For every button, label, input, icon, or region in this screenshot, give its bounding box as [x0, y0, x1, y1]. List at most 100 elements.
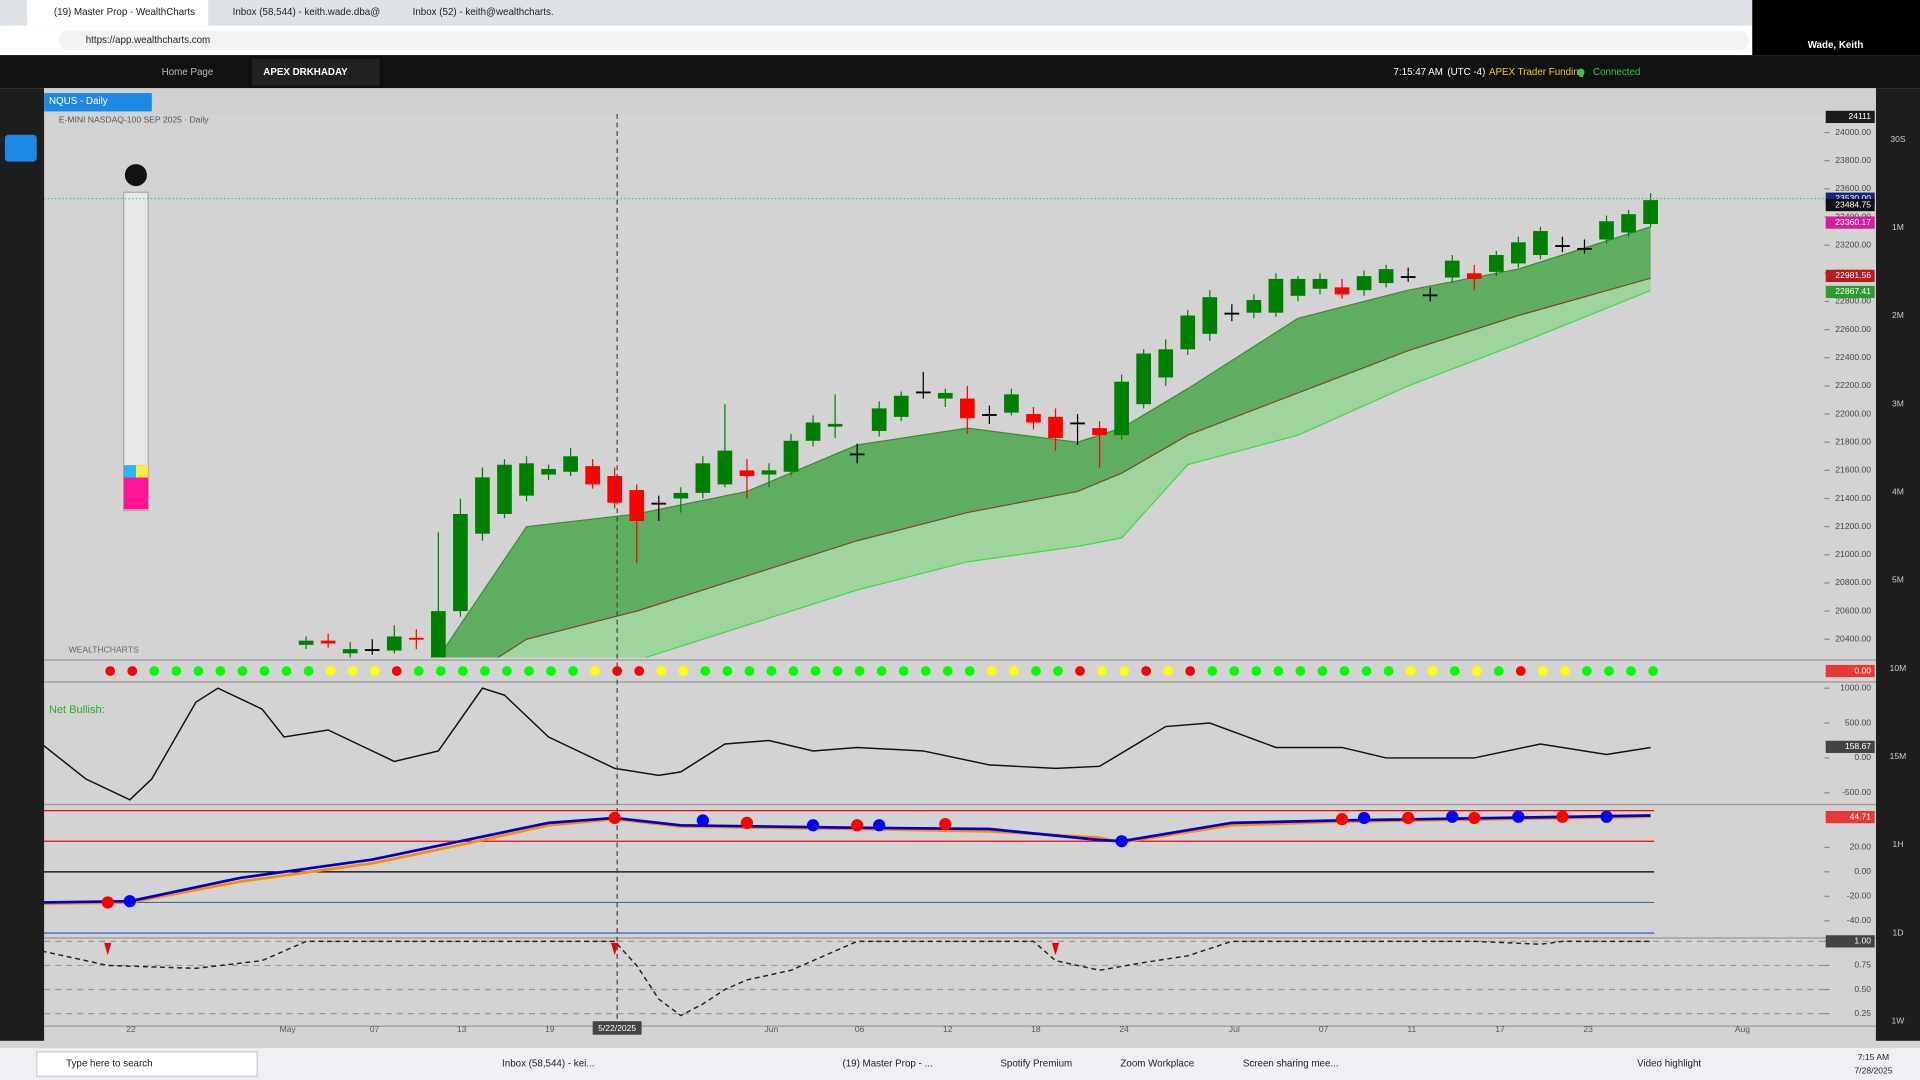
search[interactable]: Type here to search	[66, 1059, 152, 1070]
left-toolbar	[0, 88, 45, 1041]
price-badge-label: 23360.17	[1835, 217, 1871, 227]
color-swatch[interactable]	[135, 465, 149, 478]
taskbar-app[interactable]: Inbox (58,544) - kei...	[502, 1059, 594, 1070]
signal-dot	[369, 666, 380, 676]
signal-dot	[876, 666, 887, 676]
candle-body	[1577, 247, 1592, 250]
timeframe[interactable]: 10M	[1890, 663, 1907, 673]
color-swatch[interactable]	[123, 465, 136, 478]
signal-dot	[766, 666, 777, 676]
url[interactable]: https://app.wealthcharts.com	[86, 35, 211, 46]
signal-dot	[1317, 666, 1328, 676]
tab-strip	[0, 0, 1920, 26]
notification[interactable]: Video highlight	[1637, 1059, 1701, 1070]
app-tab[interactable]: APEX DRKHADAY	[263, 67, 348, 78]
y-tick-label: 22200.00	[1835, 380, 1871, 390]
signal-dot	[1031, 666, 1041, 676]
timeframe[interactable]: 15M	[1890, 751, 1907, 761]
signal-dot	[237, 666, 248, 676]
timeframe[interactable]: 2M	[1892, 310, 1904, 320]
y-tick-label: 21400.00	[1835, 493, 1871, 503]
candle-body	[475, 477, 490, 534]
y-tick-label: 22600.00	[1835, 324, 1871, 334]
tab-active[interactable]	[26, 0, 209, 26]
candle-body	[849, 453, 865, 456]
timeframe[interactable]: 1H	[1892, 839, 1903, 849]
y-tick-label: 20800.00	[1835, 577, 1871, 587]
y-tick-label: 22400.00	[1835, 352, 1871, 362]
signal-dot	[788, 666, 799, 676]
taskbar-app[interactable]: Screen sharing mee...	[1243, 1059, 1339, 1070]
tab[interactable]: Inbox (58,544) - keith.wade.dba@	[233, 7, 381, 18]
candle-body	[408, 637, 424, 640]
signal-dot	[1163, 666, 1174, 676]
tab[interactable]: (19) Master Prop - WealthCharts	[54, 7, 195, 18]
y-tick-label: -20.00	[1847, 891, 1872, 901]
candle-body	[827, 423, 843, 427]
tray-time: 7:15 AM	[1858, 1052, 1889, 1062]
x-tick-label: 19	[545, 1024, 555, 1034]
price-badge	[1825, 198, 1875, 212]
candle-body	[783, 440, 799, 472]
right-toolbar	[1875, 88, 1920, 1041]
candle-body	[1290, 278, 1306, 296]
timeframe[interactable]: 3M	[1892, 398, 1904, 408]
candle-body	[585, 466, 600, 485]
indicator-line	[44, 940, 1651, 1017]
timeframe[interactable]: 30S	[1890, 134, 1906, 144]
price-badge-label: 24111	[1848, 111, 1871, 121]
symbol-tab[interactable]	[44, 93, 152, 112]
y-tick-label: 0.00	[1854, 866, 1871, 876]
candle-body	[1356, 276, 1372, 291]
price-badge	[1825, 810, 1875, 824]
tab[interactable]: Inbox (52) - keith@wealthcharts.	[413, 7, 554, 18]
signal-dot	[1560, 666, 1570, 676]
account[interactable]: APEX Trader Funding	[1489, 67, 1584, 78]
signal-marker	[608, 811, 621, 825]
palette-toggle[interactable]	[124, 164, 147, 187]
candle-body	[1070, 422, 1085, 425]
signal-marker	[1402, 811, 1415, 825]
y-tick-label: 0.00	[1854, 752, 1871, 762]
candle-body	[629, 490, 645, 522]
signal-dot	[1053, 666, 1063, 676]
signal-marker	[1446, 810, 1459, 823]
signal-dot	[149, 666, 160, 676]
candle-body	[320, 640, 336, 644]
pane-separators	[44, 659, 1876, 1027]
candle-body	[1555, 245, 1570, 247]
taskbar-app[interactable]: (19) Master Prop - ...	[842, 1059, 932, 1070]
signal-dot	[524, 666, 534, 676]
timeframe[interactable]: 5M	[1892, 575, 1904, 585]
drawing-palette	[123, 191, 149, 512]
symbol[interactable]: NQUS - Daily	[49, 96, 108, 107]
signal-dot	[722, 666, 733, 676]
app-tab[interactable]: Home Page	[162, 67, 214, 78]
y-tick-label: 1000.00	[1840, 682, 1871, 692]
candle-body	[1599, 221, 1614, 240]
timeframe[interactable]: 1D	[1892, 927, 1903, 937]
search-box[interactable]	[36, 1051, 258, 1077]
signal-dot	[1537, 666, 1548, 676]
timeframe[interactable]: 1W	[1892, 1015, 1906, 1025]
signal-dot	[435, 666, 446, 676]
timeframe[interactable]: 1M	[1892, 222, 1904, 232]
signal-dot	[590, 666, 600, 676]
taskbar-app[interactable]: Zoom Workplace	[1120, 1059, 1194, 1070]
signal-dot	[457, 666, 468, 676]
y-tick-label: 21200.00	[1835, 521, 1871, 531]
band-area	[438, 226, 1651, 658]
signal-dot	[127, 666, 138, 676]
url-field[interactable]	[58, 30, 1749, 51]
taskbar-app[interactable]: Spotify Premium	[1000, 1059, 1072, 1070]
candle-body	[739, 470, 755, 476]
x-tick-label: May	[280, 1024, 297, 1034]
signal-dot	[634, 666, 645, 676]
add-button[interactable]	[4, 134, 37, 162]
timeframe[interactable]: 4M	[1892, 487, 1904, 497]
candle-body	[541, 468, 556, 475]
signal-dot	[700, 666, 711, 676]
indicator-line	[44, 687, 1651, 801]
band-line	[643, 289, 1651, 658]
price-badge-label: 0.00	[1854, 665, 1871, 675]
